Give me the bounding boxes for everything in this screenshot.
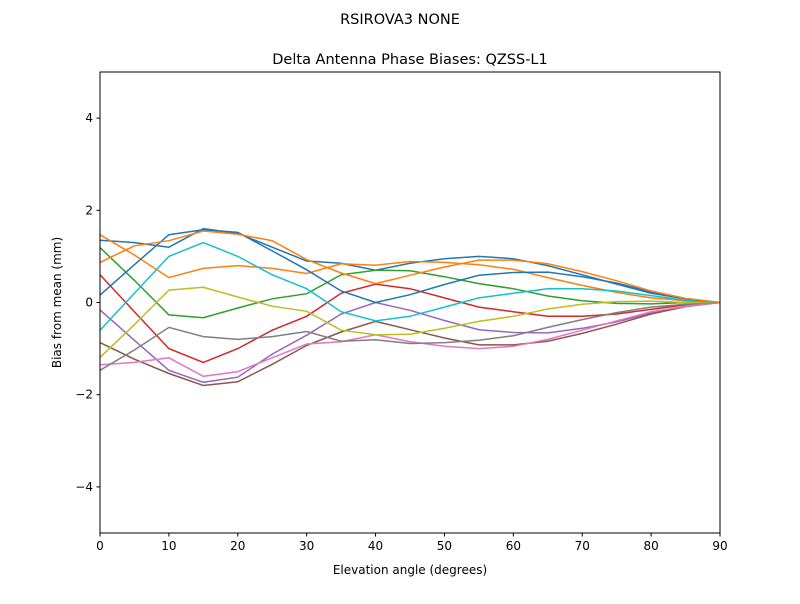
y-tick-label: −2 <box>75 388 93 402</box>
x-tick-label: 90 <box>712 539 727 553</box>
series-line-3 <box>99 247 720 319</box>
series-group <box>99 227 721 387</box>
series-line-4 <box>99 274 721 364</box>
y-tick-label: 0 <box>85 296 93 310</box>
x-tick-label: 10 <box>161 539 176 553</box>
y-tick-label: 4 <box>85 111 93 125</box>
x-tick-label: 80 <box>643 539 658 553</box>
plot-frame <box>99 71 721 534</box>
figure-suptitle: RSIROVA3 NONE <box>340 12 460 28</box>
chart-title: Delta Antenna Phase Biases: QZSS-L1 <box>272 52 547 68</box>
series-line-11 <box>99 228 721 304</box>
series-line-10 <box>99 241 721 331</box>
series-line-5 <box>99 301 721 384</box>
y-axis-label: Bias from mean (mm) <box>50 237 64 368</box>
series-line-2 <box>99 234 721 304</box>
x-tick-label: 0 <box>96 539 104 553</box>
x-tick-label: 50 <box>437 539 452 553</box>
x-tick-label: 40 <box>368 539 383 553</box>
y-tick-label: 2 <box>85 203 93 217</box>
x-axis-label: Elevation angle (degrees) <box>333 563 487 577</box>
y-tick-label: −4 <box>75 480 93 494</box>
series-line-1 <box>99 227 721 304</box>
x-tick-label: 20 <box>230 539 245 553</box>
series-line-9 <box>99 286 720 358</box>
series-line-8 <box>99 301 721 371</box>
x-tick-label: 70 <box>575 539 590 553</box>
x-tick-label: 60 <box>506 539 521 553</box>
series-line-6 <box>99 301 721 387</box>
x-tick-label: 30 <box>299 539 314 553</box>
ticks-group: 0 10 20 30 40 50 60 70 80 90 −4 −2 0 2 4 <box>75 111 727 553</box>
series-line-12 <box>99 230 721 304</box>
series-line-7 <box>99 301 721 378</box>
